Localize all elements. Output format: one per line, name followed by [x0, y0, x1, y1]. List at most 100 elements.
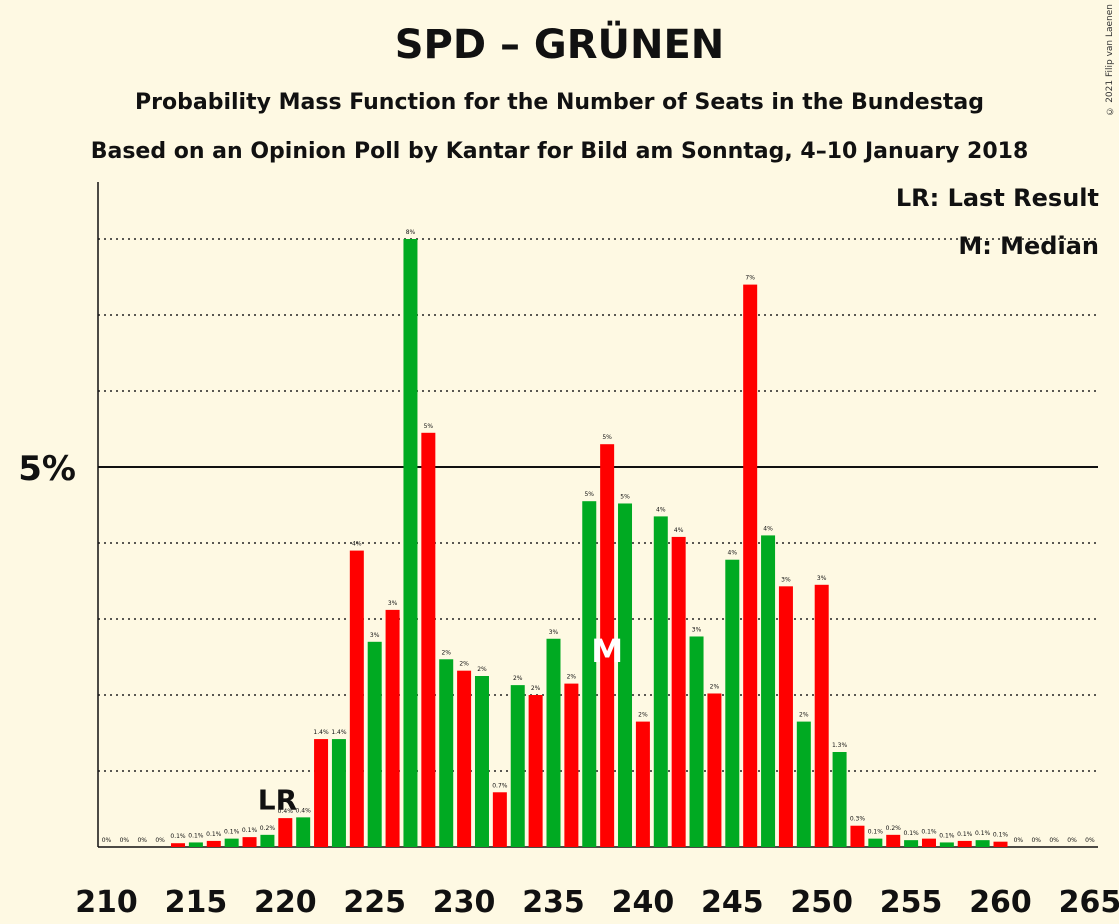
bar: [814, 584, 829, 847]
bar-data-label: 3%: [370, 632, 380, 639]
bar-data-label: 0.1%: [993, 832, 1009, 839]
x-tick-label: 220: [254, 885, 317, 920]
bar-data-label: 0.7%: [492, 782, 508, 789]
bar-data-label: 3%: [781, 576, 791, 583]
bar: [492, 792, 507, 847]
x-tick-label: 260: [969, 885, 1032, 920]
bar-data-label: 0%: [137, 837, 147, 844]
bar-data-label: 0%: [155, 837, 165, 844]
bar: [975, 840, 990, 847]
bar-data-label: 0.4%: [296, 807, 312, 814]
bar-data-label: 1.4%: [313, 729, 329, 736]
bar-data-label: 7%: [745, 275, 755, 282]
bar-data-label: 0.1%: [957, 831, 973, 838]
bar-data-label: 5%: [424, 423, 434, 430]
bar: [242, 837, 257, 847]
bar-data-label: 4%: [352, 541, 362, 548]
y-tick-label: 5%: [18, 449, 76, 489]
bar-data-label: 2%: [477, 666, 487, 673]
bar-data-label: 0.1%: [188, 832, 204, 839]
bar-data-label: 5%: [602, 434, 612, 441]
bar: [546, 638, 561, 847]
bar: [314, 739, 329, 847]
bar: [671, 536, 686, 847]
bar: [367, 641, 382, 847]
bar: [278, 818, 293, 847]
bar-data-label: 0.1%: [868, 829, 884, 836]
bar: [618, 503, 633, 847]
bar-data-label: 0%: [1049, 837, 1059, 844]
bar: [349, 550, 364, 847]
x-tick-label: 250: [790, 885, 853, 920]
bar-data-label: 2%: [710, 683, 720, 690]
x-tick-label: 240: [612, 885, 675, 920]
bar: [993, 841, 1008, 847]
x-tick-label: 215: [165, 885, 228, 920]
x-tick-label: 235: [522, 885, 585, 920]
bar: [939, 842, 954, 847]
bar-data-label: 0%: [1031, 837, 1041, 844]
bar: [260, 834, 275, 847]
bar: [421, 432, 436, 847]
bar: [206, 840, 221, 847]
legend-median: M: Median: [958, 232, 1099, 260]
bar-data-label: 8%: [406, 229, 416, 236]
bar: [921, 838, 936, 847]
bar: [171, 843, 186, 847]
bar-data-label: 2%: [459, 661, 469, 668]
bar-data-label: 3%: [817, 575, 827, 582]
chart-subtitle-2: Based on an Opinion Poll by Kantar for B…: [90, 139, 1029, 164]
x-tick-label: 225: [343, 885, 406, 920]
chart-title: SPD – GRÜNEN: [394, 22, 725, 68]
legend-last-result: LR: Last Result: [895, 184, 1099, 212]
bar-data-label: 2%: [638, 712, 648, 719]
bar: [528, 695, 543, 847]
bar: [600, 444, 615, 847]
bar-data-label: 2%: [567, 674, 577, 681]
bar-data-label: 2%: [531, 685, 541, 692]
bar: [510, 685, 525, 847]
bar: [957, 840, 972, 847]
median-label: M: [591, 632, 623, 670]
bar-data-label: 0.1%: [224, 829, 240, 836]
bar-data-label: 2%: [513, 675, 523, 682]
bar-data-label: 0.1%: [242, 827, 258, 834]
bar: [707, 693, 722, 847]
bar-data-label: 0.1%: [939, 832, 955, 839]
bar: [796, 721, 811, 847]
bar: [635, 721, 650, 847]
bar: [296, 817, 311, 847]
x-tick-label: 230: [433, 885, 496, 920]
bar-data-label: 0.1%: [975, 830, 991, 837]
chart-subtitle-1: Probability Mass Function for the Number…: [135, 90, 984, 115]
bar-data-label: 0.1%: [903, 830, 919, 837]
bar-data-label: 0%: [1014, 837, 1024, 844]
bar: [743, 284, 758, 848]
bar: [385, 609, 400, 847]
x-tick-label: 265: [1059, 885, 1119, 920]
bar: [474, 676, 489, 847]
bar-data-label: 4%: [674, 527, 684, 534]
bar-data-label: 0.2%: [260, 825, 276, 832]
bar: [653, 516, 668, 847]
bar: [689, 636, 704, 847]
bar: [564, 683, 579, 847]
bar-data-label: 0.4%: [278, 808, 294, 815]
bar-data-label: 0.1%: [206, 831, 222, 838]
bar-data-label: 2%: [441, 649, 451, 656]
bar: [778, 586, 793, 847]
bar: [331, 739, 346, 847]
bar: [832, 752, 847, 847]
bar: [761, 535, 776, 847]
bar-data-label: 0.3%: [850, 816, 866, 823]
bar: [868, 838, 883, 847]
bar-data-label: 0%: [120, 837, 130, 844]
bar-data-label: 5%: [620, 493, 630, 500]
bar-data-label: 4%: [728, 550, 738, 557]
bar-data-label: 4%: [656, 506, 666, 513]
x-tick-label: 245: [701, 885, 764, 920]
bar-data-label: 5%: [584, 491, 594, 498]
bar-data-label: 0%: [102, 837, 112, 844]
bar: [850, 825, 865, 847]
